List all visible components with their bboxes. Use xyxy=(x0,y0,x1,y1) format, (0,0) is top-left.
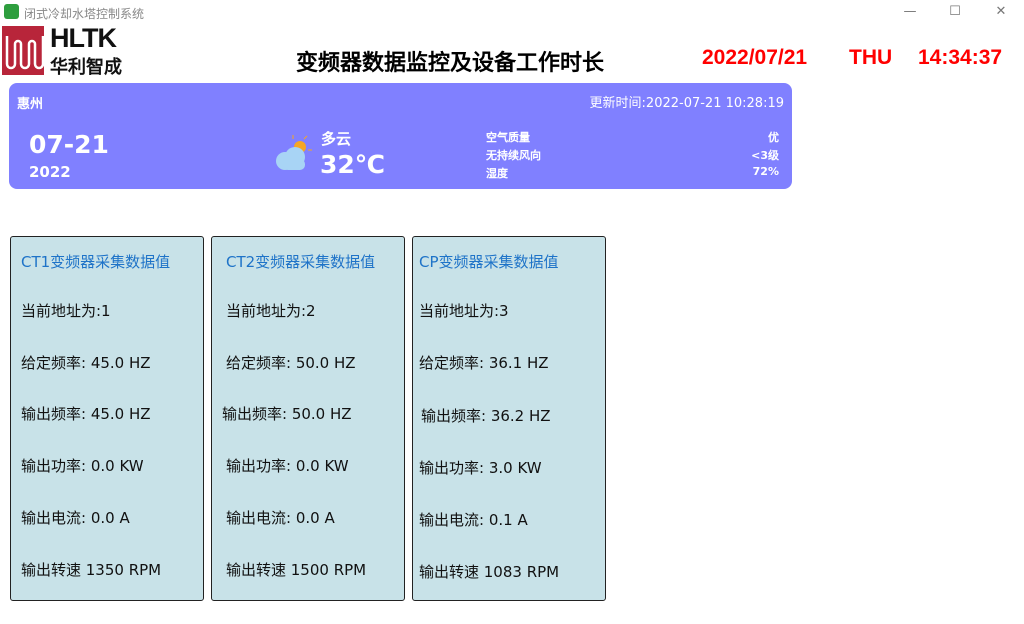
cp-card: CP变频器采集数据值 当前地址为:3 给定频率: 36.1 HZ 输出频率: 3… xyxy=(412,236,606,601)
output-frequency: 输出频率: 45.0 HZ xyxy=(21,405,151,423)
set-frequency: 给定频率: 45.0 HZ xyxy=(21,354,151,372)
address: 当前地址为:3 xyxy=(419,302,509,320)
logo: HLTK 华利智成 xyxy=(2,23,122,78)
set-frequency: 给定频率: 50.0 HZ xyxy=(226,354,356,372)
weather-condition: 多云 xyxy=(321,130,352,148)
logo-subtext: 华利智成 xyxy=(50,57,122,78)
title-bar: 闭式冷却水塔控制系统 — ☐ ✕ xyxy=(0,0,1024,24)
output-power: 输出功率: 0.0 KW xyxy=(21,457,144,475)
output-frequency: 输出频率: 36.2 HZ xyxy=(421,407,551,425)
address: 当前地址为:2 xyxy=(226,302,316,320)
weather-date: 07-21 xyxy=(29,130,109,159)
weather-panel: 惠州 更新时间:2022-07-21 10:28:19 07-21 2022 多… xyxy=(9,83,792,189)
air-quality-value: 优 xyxy=(768,131,779,144)
ct1-card: CT1变频器采集数据值 当前地址为:1 给定频率: 45.0 HZ 输出频率: … xyxy=(10,236,204,601)
app-icon xyxy=(4,4,19,19)
address: 当前地址为:1 xyxy=(21,302,111,320)
output-speed: 输出转速 1500 RPM xyxy=(226,561,367,579)
maximize-button[interactable]: ☐ xyxy=(949,4,961,19)
cloudy-icon xyxy=(276,135,312,170)
header-weekday: THU xyxy=(849,46,893,69)
minimize-button[interactable]: — xyxy=(903,4,917,19)
output-speed: 输出转速 1083 RPM xyxy=(419,563,560,581)
logo-text: HLTK xyxy=(50,23,117,53)
ct2-card: CT2变频器采集数据值 当前地址为:2 给定频率: 50.0 HZ 输出频率: … xyxy=(211,236,405,601)
output-current: 输出电流: 0.0 A xyxy=(21,509,130,527)
weather-temperature: 32℃ xyxy=(320,150,386,179)
window-title: 闭式冷却水塔控制系统 xyxy=(24,7,145,21)
set-frequency: 给定频率: 36.1 HZ xyxy=(419,354,549,372)
humidity-label: 湿度 xyxy=(486,167,508,180)
air-quality-label: 空气质量 xyxy=(486,131,530,144)
weather-city: 惠州 xyxy=(17,97,44,112)
card-title: CT2变频器采集数据值 xyxy=(226,253,376,271)
wind-label: 无持续风向 xyxy=(486,149,541,162)
weather-update-time: 更新时间:2022-07-21 10:28:19 xyxy=(589,96,784,111)
wind-value: <3级 xyxy=(751,149,779,162)
humidity-value: 72% xyxy=(752,165,779,178)
logo-mark-icon xyxy=(2,26,45,75)
close-button[interactable]: ✕ xyxy=(995,4,1007,19)
output-current: 输出电流: 0.1 A xyxy=(419,511,528,529)
output-frequency: 输出频率: 50.0 HZ xyxy=(222,405,352,423)
header-time: 14:34:37 xyxy=(918,46,1003,69)
output-speed: 输出转速 1350 RPM xyxy=(21,561,162,579)
output-power: 输出功率: 0.0 KW xyxy=(226,457,349,475)
output-current: 输出电流: 0.0 A xyxy=(226,509,335,527)
output-power: 输出功率: 3.0 KW xyxy=(419,459,542,477)
page-title: 变频器数据监控及设备工作时长 xyxy=(296,51,605,76)
card-title: CT1变频器采集数据值 xyxy=(21,253,171,271)
weather-year: 2022 xyxy=(29,163,71,181)
card-title: CP变频器采集数据值 xyxy=(419,253,559,271)
header-date: 2022/07/21 xyxy=(702,46,808,69)
